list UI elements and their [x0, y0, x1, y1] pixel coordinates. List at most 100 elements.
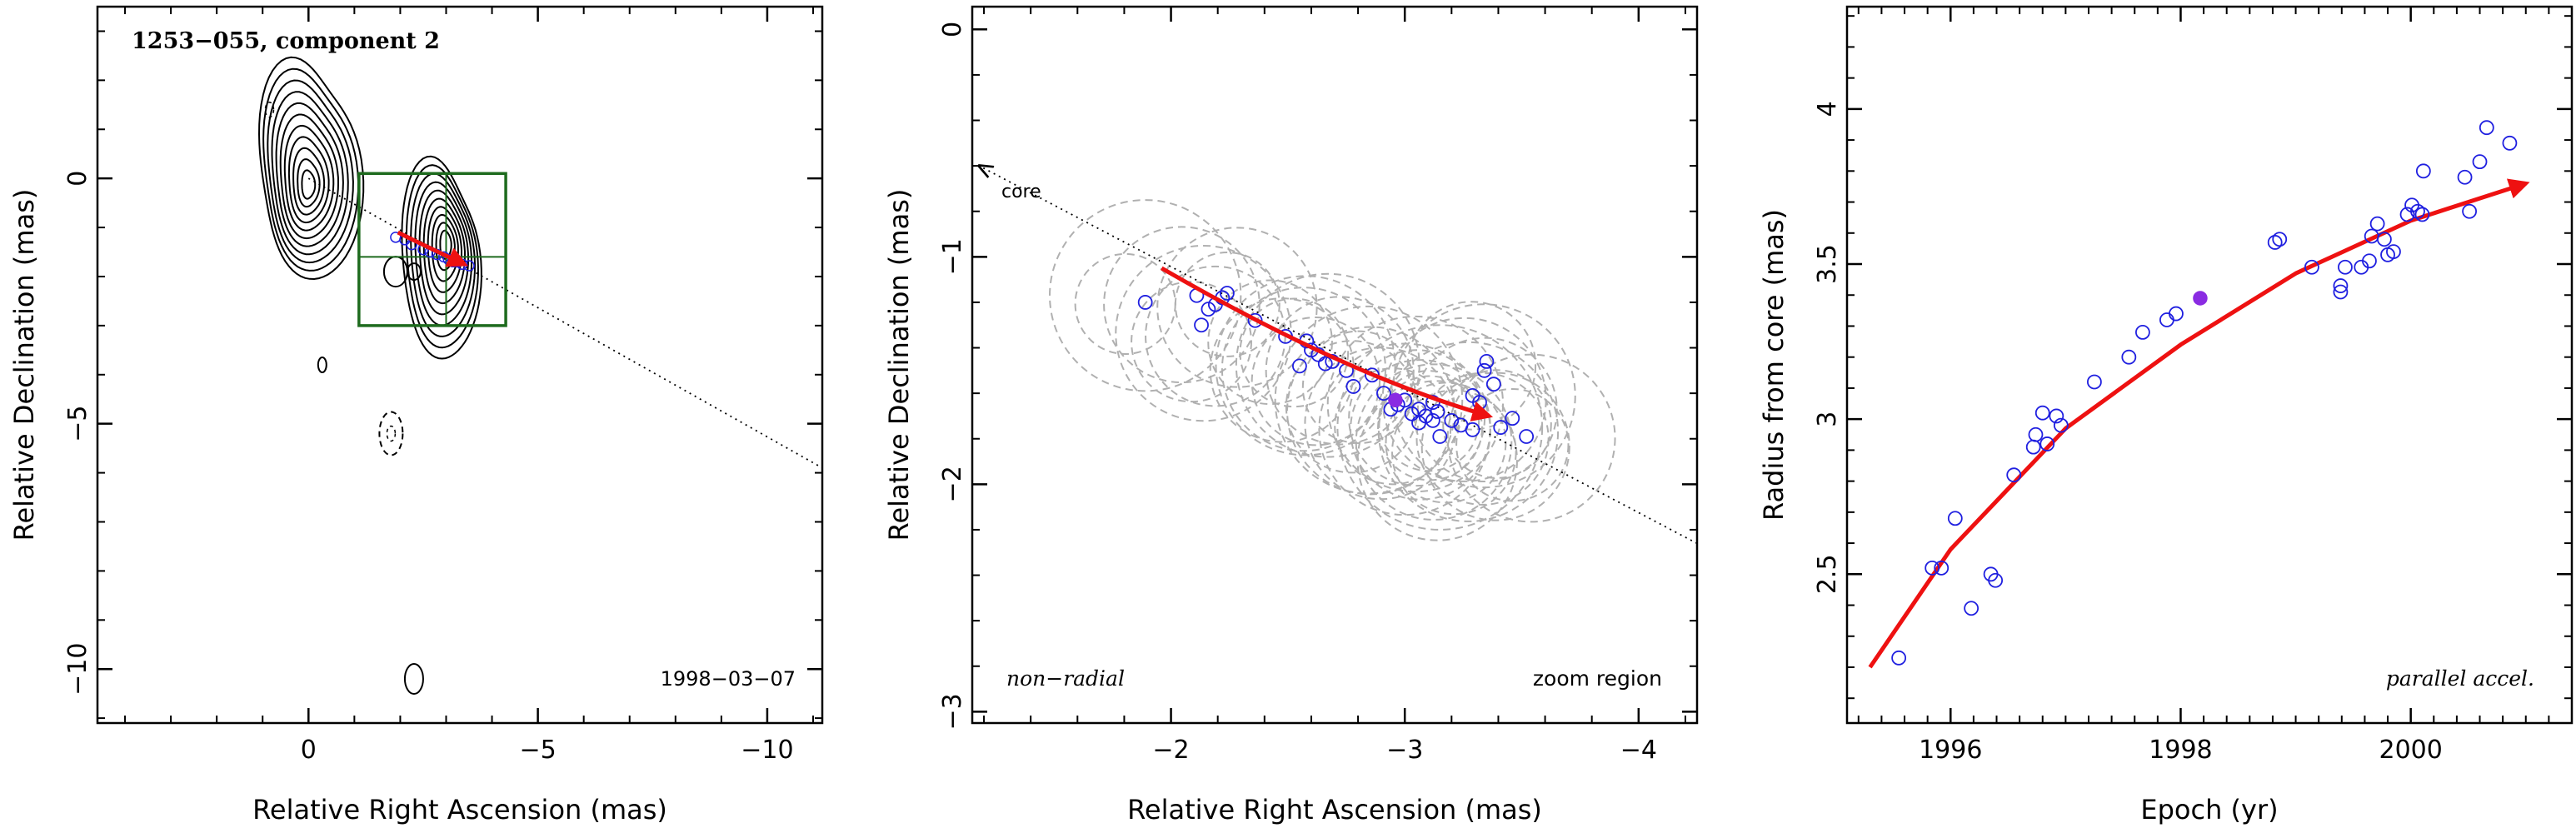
right-data-point	[1947, 511, 1963, 526]
right-data-point	[2362, 253, 2377, 269]
right-data-point	[2457, 169, 2473, 185]
left-y-tick-label: −5	[63, 406, 92, 442]
beam-circle	[1209, 297, 1355, 443]
core-contour	[279, 113, 340, 240]
right-x-tick-label: 2000	[2379, 736, 2442, 765]
middle-data-point	[1519, 429, 1535, 444]
middle-data-point	[1485, 377, 1501, 392]
beam-circle	[1390, 303, 1576, 489]
middle-x-tick-label: −4	[1620, 736, 1657, 765]
left-ylabel: Relative Declination (mas)	[8, 189, 40, 541]
core-contour	[271, 91, 349, 256]
middle-xlabel: Relative Right Ascension (mas)	[1127, 794, 1542, 826]
beam-circle	[1074, 252, 1176, 355]
middle-data-point	[1317, 356, 1333, 372]
left-y-tick-label: 0	[63, 171, 92, 187]
right-data-point	[2369, 216, 2385, 232]
left-overlays	[307, 172, 822, 469]
right-data-point	[2410, 203, 2425, 219]
core-contour	[292, 147, 326, 216]
beam-circle	[1420, 372, 1570, 521]
right-data-point	[1891, 650, 1907, 666]
middle-data-point	[1430, 404, 1445, 419]
middle-data-point	[1493, 420, 1509, 435]
beam-circle	[1215, 275, 1396, 456]
middle-motion-arrow	[1161, 266, 1494, 421]
core-direction-line	[979, 166, 1697, 545]
middle-frame	[971, 5, 1699, 725]
beam-circle	[1326, 315, 1505, 493]
core-contour	[301, 169, 317, 200]
right-data-point	[2049, 408, 2064, 424]
middle-y-tick-label: −3	[938, 693, 967, 730]
core-contour	[297, 158, 321, 208]
beam-circle	[1446, 353, 1616, 523]
right-y-tick-label: 2.5	[1813, 554, 1842, 594]
left-date-label: 1998−03−07	[661, 667, 796, 691]
left-y-tick-label: −10	[63, 643, 92, 696]
middle-data-point	[1137, 295, 1153, 310]
right-data-point	[1964, 601, 1979, 616]
middle-y-tick-label: 0	[938, 22, 967, 37]
beam-circle	[1049, 199, 1242, 392]
negative-contour	[264, 101, 275, 118]
negative-contour	[386, 425, 397, 442]
right-data-point	[2159, 312, 2174, 327]
middle-label-left: non−radial	[1006, 666, 1125, 691]
beam-circle	[1356, 380, 1518, 541]
left-contours	[257, 56, 482, 695]
component-contour	[422, 197, 466, 305]
left-motion-arrow	[397, 230, 469, 267]
beam-circle	[1355, 363, 1513, 521]
island-contour	[317, 357, 327, 373]
middle-data-point	[1444, 412, 1460, 428]
left-ticks: 0 −5 −10 0 −5 −10	[63, 7, 822, 765]
right-data-point	[2267, 235, 2283, 250]
left-x-tick-label: 0	[301, 736, 317, 765]
right-data-point	[2034, 405, 2050, 421]
right-data-point	[2025, 439, 2041, 455]
right-overlays	[1868, 120, 2530, 669]
right-data-point	[2338, 259, 2353, 275]
middle-beam-circles	[1049, 199, 1616, 541]
right-data-point	[2399, 207, 2415, 222]
right-data-point	[2502, 135, 2518, 151]
middle-data-point	[1476, 362, 1492, 378]
right-data-point	[1925, 560, 1940, 576]
panel-left: 0 −5 −10 0 −5 −10 1253−055, component 2 1998−…	[8, 5, 824, 826]
beam-circle	[1265, 296, 1415, 446]
core-contour	[267, 79, 354, 264]
middle-data-point	[1432, 429, 1448, 444]
zoom-box	[357, 172, 507, 327]
right-data-point	[2333, 284, 2349, 300]
right-data-point	[2333, 278, 2349, 293]
right-data-point	[1988, 572, 2004, 588]
panel-right: 1996 1998 2000 2.5 3 3.5 4 parallel accel. Epo…	[1758, 5, 2574, 826]
middle-data-point	[1194, 317, 1209, 333]
right-data-point	[2087, 374, 2102, 390]
beam-circle	[1350, 359, 1491, 501]
left-x-tick-label: −10	[741, 736, 793, 765]
middle-data-point	[1292, 358, 1307, 374]
island-contour	[403, 662, 424, 695]
beam-circle	[1239, 297, 1350, 408]
middle-y-tick-label: −2	[938, 466, 967, 502]
component-contour	[405, 164, 479, 349]
right-data-point	[2377, 232, 2392, 247]
right-data-point	[2304, 259, 2319, 275]
left-data-point	[463, 260, 475, 272]
middle-data-point	[1425, 412, 1440, 428]
right-x-tick-label: 1996	[1919, 736, 1982, 765]
middle-x-tick-label: −2	[1152, 736, 1189, 765]
beam-circle	[1156, 227, 1318, 388]
middle-highlight-point	[1388, 392, 1403, 408]
middle-data-point	[1376, 386, 1391, 402]
core-contour	[287, 136, 330, 224]
left-x-tick-label: −5	[519, 736, 556, 765]
middle-data-point	[1247, 312, 1263, 328]
right-label: parallel accel.	[2386, 666, 2534, 691]
right-data-point	[2415, 163, 2431, 179]
beam-circle	[1406, 301, 1537, 431]
right-data-point	[2462, 203, 2477, 219]
right-data-point	[2386, 244, 2401, 260]
